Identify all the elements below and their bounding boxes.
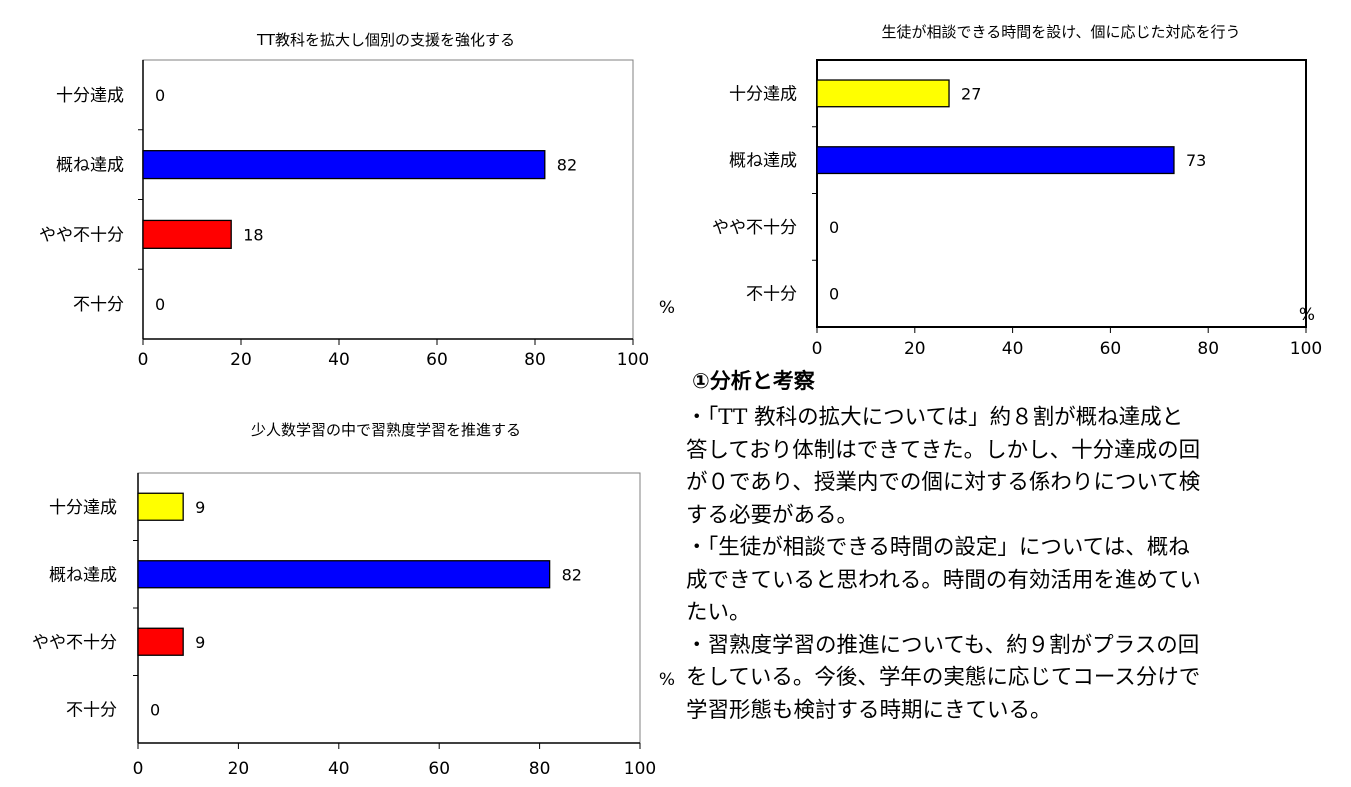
analysis-line: をしている。今後、学年の実態に応じてコース分けで [686,665,1201,690]
value-label: 9 [195,633,205,652]
category-label: 十分達成 [729,84,797,104]
x-tick-label: 80 [524,350,546,370]
plot-frame [137,472,641,744]
x-tick-label: 40 [1002,339,1024,359]
chart-title: TT教科を拡大し個別の支援を強化する [256,31,515,49]
analysis-line: 学習形態も検討する時期にきている。 [686,697,1052,723]
category-label: やや不十分 [712,218,797,238]
chart-consultation-time: 生徒が相談できる時間を設け、個に応じた対応を行う十分達成 27 概ね達成 73 やや不十… [680,10,1351,375]
value-label: 18 [243,225,263,244]
x-tick-label: 40 [328,350,350,370]
x-tick-label: 60 [1100,339,1122,359]
bar [137,492,184,521]
analysis-heading: ①分析と考察 [692,369,815,393]
value-label: 73 [1186,151,1206,170]
value-label: 9 [195,498,205,517]
category-label: 不十分 [73,295,124,315]
unit-label: % [659,670,675,690]
category-label: 十分達成 [56,86,124,106]
unit-label: % [1299,305,1315,325]
analysis-line: ・習熟度学習の推進についても、約９割がプラスの回 [686,632,1200,658]
value-label: 27 [961,84,981,103]
analysis-line: 答しており体制はできてきた。しかし、十分達成の回 [686,437,1201,463]
category-label: 概ね達成 [49,565,117,585]
x-tick-label: 100 [617,350,649,370]
category-label: やや不十分 [39,225,124,245]
value-label: 0 [829,218,839,237]
category-label: やや不十分 [32,633,117,653]
x-tick-label: 80 [1197,339,1219,359]
x-tick-label: 100 [1290,339,1322,359]
chart-title: 生徒が相談できる時間を設け、個に応じた対応を行う [882,23,1241,41]
plot-frame [142,59,634,340]
chart-proficiency-learning: 少人数学習の中で習熟度学習を推進する十分達成 9 概ね達成 82 やや不十分 9 不十分 0 0… [0,403,690,787]
value-label: 82 [562,565,582,584]
category-label: 概ね達成 [729,151,797,171]
analysis-body: ・「TT 教科の拡大については」約８割が概ね達成と 答しており体制はできてきた。… [686,402,1351,727]
analysis-line: たい。 [686,600,751,625]
x-tick-label: 20 [228,759,250,779]
x-tick-label: 40 [328,759,350,779]
bar [137,560,551,589]
category-label: 概ね達成 [56,156,124,176]
chart-tt-subjects: TT教科を拡大し個別の支援を強化する十分達成 0 概ね達成 82 やや不十分 18 不十分 0… [0,20,690,380]
x-tick-label: 20 [904,339,926,359]
category-label: 不十分 [66,700,117,720]
value-label: 0 [155,86,165,105]
category-label: 十分達成 [49,498,117,518]
bar [816,79,950,108]
unit-label: % [659,298,675,318]
bar [816,146,1175,175]
bar [137,627,184,656]
x-tick-label: 60 [428,759,450,779]
analysis-line: ・「生徒が相談できる時間の設定」については、概ね [686,535,1190,560]
x-tick-label: 0 [138,350,149,370]
value-label: 0 [155,295,165,314]
bar [142,150,546,180]
x-tick-label: 60 [426,350,448,370]
value-label: 82 [557,156,577,175]
x-tick-label: 0 [133,759,144,779]
x-tick-label: 0 [812,339,823,359]
chart-title: 少人数学習の中で習熟度学習を推進する [251,421,521,439]
value-label: 0 [150,700,160,719]
analysis-section: ①分析と考察 ・「TT 教科の拡大については」約８割が概ね達成と 答しており体制… [686,366,1351,787]
analysis-line: が０であり、授業内での個に対する係わりについて検 [686,470,1201,495]
analysis-line: する必要がある。 [686,502,859,528]
x-tick-label: 100 [624,759,656,779]
value-label: 0 [829,285,839,304]
analysis-line: 成できていると思われる。時間の有効活用を進めてい [686,567,1201,593]
x-tick-label: 20 [230,350,252,370]
analysis-line: ・「TT 教科の拡大については」約８割が概ね達成と [686,405,1184,430]
bar [142,219,232,249]
x-tick-label: 80 [529,759,551,779]
category-label: 不十分 [746,285,797,305]
